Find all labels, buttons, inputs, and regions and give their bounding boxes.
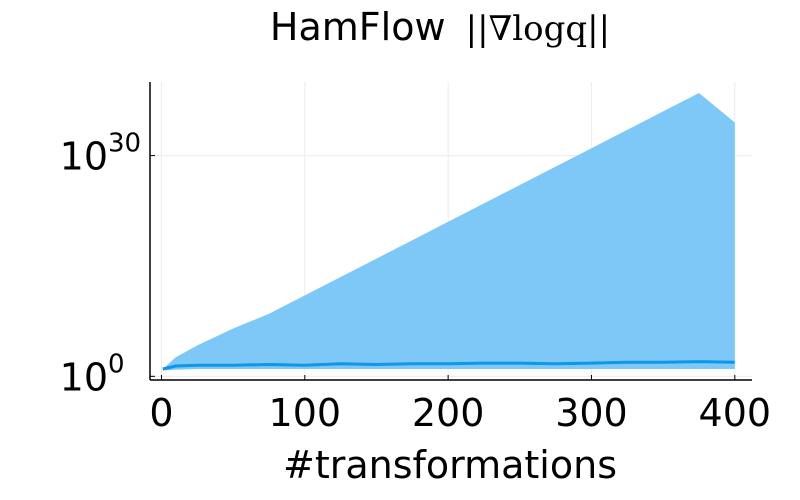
x-ticks: 0 100 200 300 400 <box>149 375 771 435</box>
x-tick-label: 400 <box>699 391 772 435</box>
chart-title: HamFlow ||∇logq|| <box>270 5 610 49</box>
x-tick-label: 300 <box>555 391 628 435</box>
y-ticks: 10 010 30 <box>60 129 155 399</box>
x-tick-label: 0 <box>149 391 173 435</box>
axes <box>149 82 752 381</box>
series-band <box>162 93 735 371</box>
y-tick-exponent: 0 <box>108 349 125 379</box>
x-axis-label: #transformations <box>283 443 617 487</box>
x-tick-label: 200 <box>412 391 485 435</box>
band-layer <box>162 93 735 371</box>
y-tick-label: 10 <box>60 355 108 399</box>
y-tick-label: 10 <box>60 135 108 179</box>
line-layer <box>162 360 735 371</box>
y-tick-exponent: 30 <box>108 129 141 159</box>
chart-title-text: HamFlow <box>270 5 446 49</box>
x-tick-label: 100 <box>269 391 342 435</box>
chart-title-math: ||∇logq|| <box>466 9 610 49</box>
series-line <box>162 360 735 371</box>
